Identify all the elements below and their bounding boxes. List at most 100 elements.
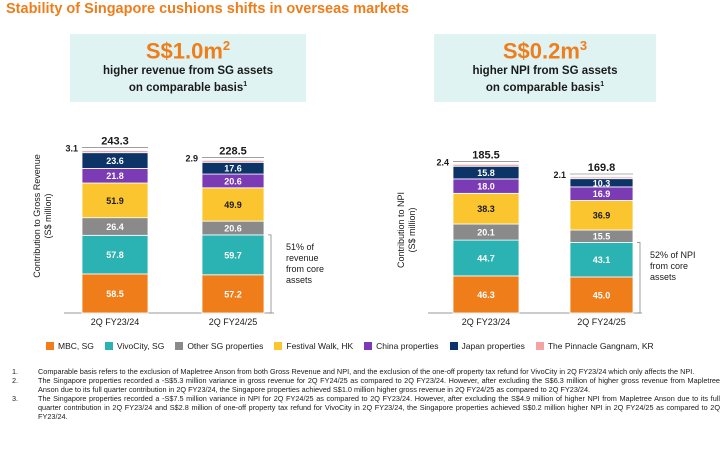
footnotes: 1. Comparable basis refers to the exclusi… [12, 367, 720, 422]
data-label: 20.1 [477, 228, 495, 238]
data-label: 10.3 [593, 178, 611, 188]
footnote: 3. The Singapore properties recorded a -S… [12, 394, 720, 421]
npi-callout: S$0.2m3 higher NPI from SG assets on com… [434, 34, 656, 102]
x-tick-label: 2Q FY23/24 [91, 317, 140, 327]
legend-item: Japan properties [449, 341, 525, 351]
x-tick-label: 2Q FY24/25 [209, 317, 258, 327]
legend-swatch [364, 342, 373, 350]
footnote-text: The Singapore properties recorded a -S$7… [38, 394, 720, 422]
annotation-line: assets [650, 272, 677, 282]
npi-callout-footnote: 3 [579, 38, 588, 53]
core-assets-brace [637, 242, 641, 314]
data-label: 16.9 [593, 189, 611, 199]
revenue-callout-amount: S$1.0m [145, 38, 223, 64]
data-label: 49.9 [224, 200, 242, 210]
legend-item: The Pinnacle Gangnam, KR [535, 341, 654, 351]
y-axis-label-unit: (S$ million) [43, 193, 53, 238]
bar-segment [201, 274, 265, 314]
legend-swatch [104, 342, 113, 350]
footnote-text: The Singapore properties recorded a -S$5… [38, 376, 720, 395]
data-label: 26.4 [106, 222, 124, 232]
footnote-number: 3. [12, 394, 19, 404]
footnote: 1. Comparable basis refers to the exclusi… [12, 367, 720, 376]
revenue-callout: S$1.0m2 higher revenue from SG assets on… [70, 34, 306, 102]
annotation-line: 51% of [286, 242, 315, 252]
footnote-number: 2. [12, 376, 19, 386]
legend-label: Other SG properties [187, 341, 264, 351]
data-label: 2.4 [436, 157, 449, 167]
revenue-callout-text: higher revenue from SG assets on compara… [70, 64, 306, 95]
page-title: Stability of Singapore cushions shifts i… [6, 1, 409, 17]
data-label: 2.1 [553, 170, 566, 180]
bar-segment [201, 159, 265, 163]
legend-item: Other SG properties [175, 341, 263, 351]
revenue-callout-line2: on comparable basis [128, 82, 244, 95]
data-label: 46.3 [477, 290, 495, 300]
x-tick-label: 2Q FY23/24 [462, 317, 511, 327]
npi-callout-line1: higher NPI from SG assets [472, 65, 618, 78]
revenue-core-annotation: 51% of revenue from core assets [286, 242, 324, 286]
data-label: 44.7 [477, 254, 495, 264]
legend-label: The Pinnacle Gangnam, KR [547, 341, 654, 351]
legend-swatch [535, 342, 544, 350]
legend-label: MBC, SG [58, 341, 94, 351]
footnote-text: Comparable basis refers to the exclusion… [38, 367, 695, 376]
data-label: 3.1 [65, 144, 78, 154]
footnote-number: 1. [12, 367, 19, 376]
legend-swatch [46, 342, 54, 350]
total-label: 228.5 [219, 145, 247, 157]
data-label: 21.8 [106, 171, 124, 181]
annotation-line: assets [286, 275, 313, 285]
revenue-callout-line2-wrap: on comparable basis1 [70, 78, 306, 95]
core-assets-brace [268, 234, 272, 314]
data-label: 57.8 [106, 250, 124, 260]
npi-callout-line2-footnote: 1 [600, 81, 605, 89]
npi-callout-value: S$0.2m3 [434, 38, 656, 64]
legend-swatch [274, 342, 283, 350]
data-label: 18.0 [477, 182, 495, 192]
y-axis-label: Contribution to Gross Revenue [32, 154, 42, 278]
npi-callout-line2: on comparable basis [485, 82, 601, 95]
annotation-line: from core [286, 264, 325, 274]
bar-segment [569, 276, 634, 314]
data-label: 57.2 [224, 289, 242, 299]
revenue-callout-value: S$1.0m2 [70, 38, 306, 64]
legend-label: Japan properties [461, 341, 525, 351]
footnote: 2. The Singapore properties recorded a -S… [12, 376, 720, 394]
npi-callout-text: higher NPI from SG assets on comparable … [434, 64, 656, 95]
bar-segment [452, 275, 520, 314]
bar-segment [569, 200, 634, 231]
bar-segment [452, 192, 520, 225]
legend-item: VivoCity, SG [104, 341, 164, 351]
bar-segment [201, 187, 265, 222]
npi-callout-line2-wrap: on comparable basis1 [434, 78, 656, 95]
data-label: 51.9 [106, 196, 124, 206]
revenue-callout-line1: higher revenue from SG assets [102, 65, 273, 78]
legend-item: MBC, SG [46, 341, 94, 351]
bar-segment [81, 234, 149, 275]
revenue-callout-footnote: 2 [222, 38, 231, 53]
bar-segment [569, 242, 634, 278]
data-label: 38.3 [477, 204, 495, 214]
bar-segment [452, 239, 520, 277]
data-label: 20.6 [224, 224, 242, 234]
legend-label: Festival Walk, HK [286, 341, 354, 351]
bar-segment [81, 150, 149, 154]
bar-segment [452, 163, 520, 167]
data-label: 45.0 [593, 290, 611, 300]
y-axis-label-unit: (S$ million) [407, 207, 417, 252]
annotation-line: revenue [286, 253, 319, 263]
data-label: 36.9 [593, 211, 611, 221]
data-label: 58.5 [106, 289, 124, 299]
legend-item: China properties [364, 341, 439, 351]
data-label: 20.6 [224, 176, 242, 186]
data-label: 2.9 [185, 153, 198, 163]
charts-svg: Contribution to Gross Revenue (S$ million… [32, 136, 642, 327]
bar-segment [81, 182, 149, 219]
y-axis-label: Contribution to NPI [396, 192, 406, 268]
data-label: 15.8 [477, 168, 495, 178]
legend-swatch [449, 342, 458, 350]
legend-item: Festival Walk, HK [274, 341, 353, 351]
bar-segment [201, 234, 265, 276]
legend: MBC, SG VivoCity, SG Other SG properties Fe… [46, 341, 665, 351]
